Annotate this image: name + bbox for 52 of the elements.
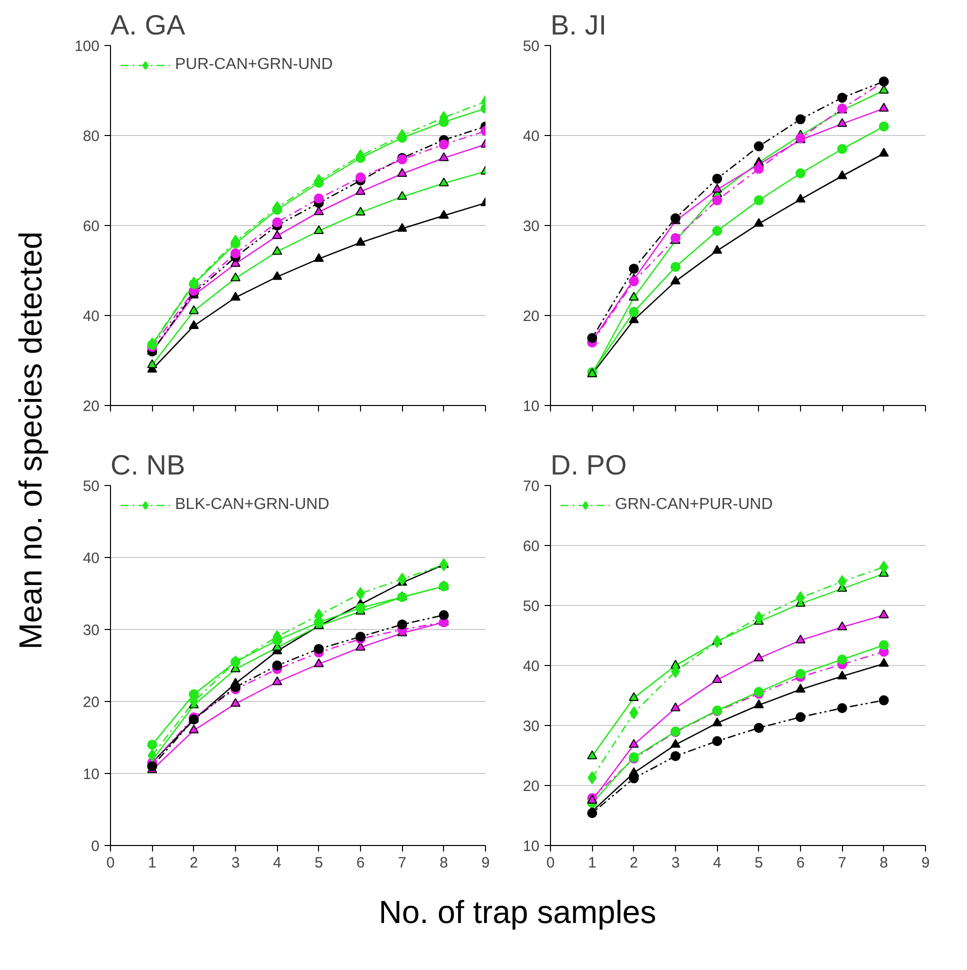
y-tick-label: 60	[82, 218, 100, 235]
y-tick-label: 10	[522, 398, 540, 415]
y-tick-label: 70	[522, 478, 540, 495]
y-tick-label: 40	[522, 658, 540, 675]
legend-label: BLK-CAN+GRN-UND	[175, 496, 330, 514]
y-tick-label: 20	[522, 778, 540, 795]
chart-title: A. GA	[110, 10, 186, 40]
x-tick-label: 9	[921, 854, 930, 872]
y-tick-label: 0	[91, 838, 100, 855]
y-tick-label: 40	[82, 308, 100, 325]
legend-label: PUR-CAN+GRN-UND	[175, 56, 333, 74]
y-tick-label: 20	[522, 308, 540, 325]
y-tick-label: 10	[522, 838, 540, 855]
y-tick-label: 20	[82, 694, 100, 711]
y-tick-label: 40	[82, 550, 100, 567]
y-tick-label: 40	[522, 128, 540, 145]
x-tick-label: 1	[588, 854, 596, 872]
y-tick-label: 20	[82, 398, 100, 415]
x-tick-label: 6	[356, 854, 365, 872]
y-tick-label: 60	[522, 538, 540, 555]
y-tick-label: 50	[522, 38, 540, 55]
x-tick-label: 4	[712, 854, 722, 872]
x-tick-label: 6	[796, 854, 805, 872]
x-tick-label: 2	[190, 854, 198, 872]
y-tick-label: 10	[82, 766, 100, 783]
y-tick-label: 100	[74, 38, 100, 55]
x-tick-label: 9	[481, 854, 490, 872]
x-tick-label: 7	[398, 854, 406, 872]
x-tick-label: 4	[272, 854, 282, 872]
x-tick-label: 5	[754, 854, 764, 872]
x-tick-label: 0	[106, 854, 115, 872]
x-axis-title: No. of trap samples	[378, 894, 656, 930]
y-tick-label: 30	[522, 218, 540, 235]
x-tick-label: 5	[314, 854, 324, 872]
x-tick-label: 3	[671, 854, 680, 872]
x-tick-label: 8	[440, 854, 448, 872]
y-axis-title: Mean no. of species detected	[12, 231, 48, 650]
y-tick-label: 80	[82, 128, 100, 145]
x-tick-label: 1	[148, 854, 156, 872]
y-tick-label: 50	[522, 598, 540, 615]
x-tick-label: 0	[546, 854, 555, 872]
chart-title: B. JI	[550, 10, 607, 40]
y-tick-label: 30	[82, 622, 100, 639]
chart-title: C. NB	[110, 450, 186, 480]
chart-title: D. PO	[550, 450, 627, 480]
x-tick-label: 2	[630, 854, 638, 872]
legend-label: GRN-CAN+PUR-UND	[615, 496, 773, 514]
x-tick-label: 8	[880, 854, 888, 872]
x-tick-label: 7	[838, 854, 846, 872]
x-tick-label: 3	[231, 854, 240, 872]
y-tick-label: 30	[522, 718, 540, 735]
y-tick-label: 50	[82, 478, 100, 495]
